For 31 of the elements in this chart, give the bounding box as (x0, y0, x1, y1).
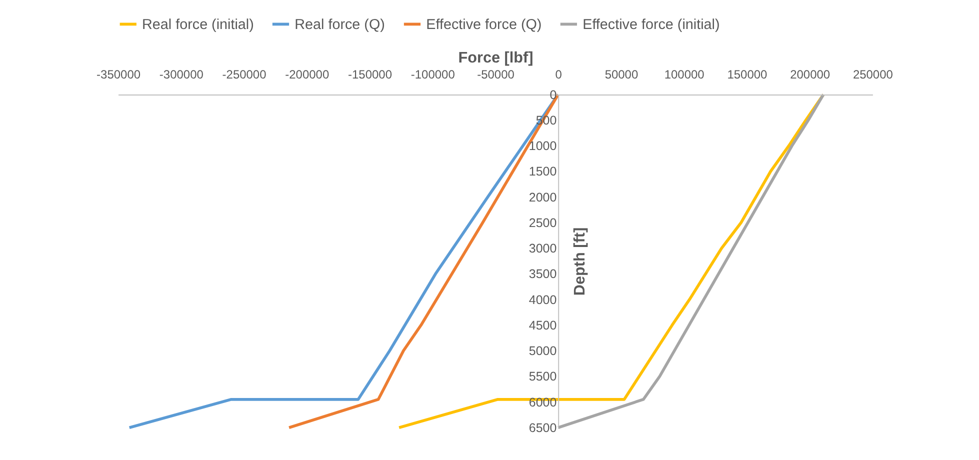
y-tick-label: 3000 (528, 242, 557, 256)
y-tick-label: 1000 (528, 139, 557, 154)
x-tick-label: -50000 (477, 68, 515, 82)
y-tick-label: 6500 (528, 420, 557, 435)
x-tick-label: -250000 (222, 68, 267, 82)
legend-label: Real force (initial) (142, 17, 254, 34)
y-tick-label: 0 (550, 88, 557, 102)
x-tick-label: 100000 (664, 68, 705, 82)
x-tick-label: -350000 (96, 68, 141, 82)
x-tick-label: -100000 (410, 68, 456, 82)
legend-label: Effective force (initial) (582, 17, 720, 34)
x-tick-label: -200000 (285, 68, 330, 82)
x-tick-label: 250000 (852, 68, 894, 82)
x-tick-label: 200000 (790, 68, 830, 82)
y-axis-title: Depth [ft] (572, 227, 589, 296)
legend-label: Real force (Q) (294, 17, 385, 34)
x-tick-label: 50000 (604, 68, 638, 82)
y-tick-label: 2500 (528, 216, 557, 230)
line-series (556, 93, 825, 430)
y-tick-label: 3500 (528, 267, 557, 282)
x-tick-label: -150000 (348, 68, 392, 82)
y-tick-label: 4000 (528, 292, 557, 307)
legend-label: Effective force (Q) (426, 17, 542, 34)
y-tick-label: 2000 (528, 190, 557, 204)
y-tick-label: 5000 (528, 344, 557, 358)
y-tick-label: 5500 (528, 370, 557, 384)
x-tick-label: 150000 (727, 68, 768, 82)
y-tick-label: 1500 (528, 164, 557, 179)
x-axis-title: Force [lbf] (458, 49, 534, 66)
y-tick-label: 4500 (528, 318, 557, 332)
x-tick-label: -300000 (159, 68, 204, 82)
